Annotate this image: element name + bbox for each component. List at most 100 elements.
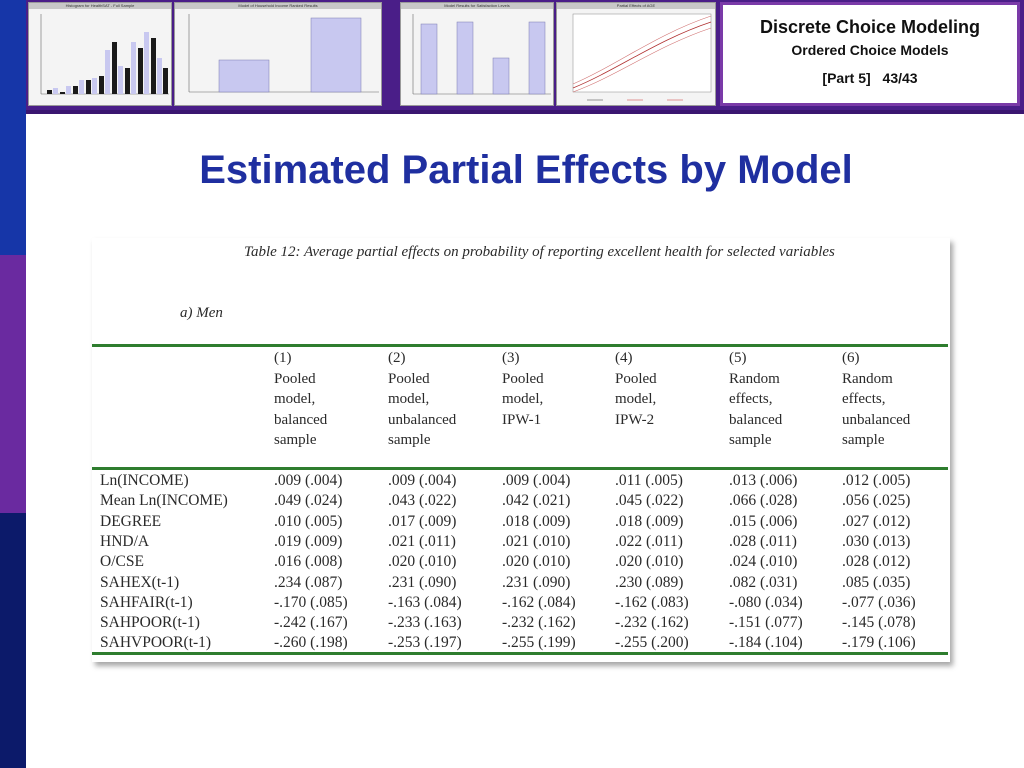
table-subcaption: a) Men	[180, 305, 223, 321]
left-bar-blue	[0, 0, 26, 255]
part-page-indicator: [Part 5] 43/43	[723, 70, 1017, 86]
row-label: DEGREE	[100, 512, 162, 530]
table-cell: -.151 (.077)	[729, 614, 803, 632]
table-cell: -.080 (.034)	[729, 593, 803, 611]
column-header-5: (5) Random effects, balanced sample	[729, 350, 783, 448]
table-cell: -.162 (.084)	[502, 593, 576, 611]
table-cell: -.077 (.036)	[842, 593, 916, 611]
thumbnail-satisfaction-bars: Model Results for Satisfaction Levels	[400, 2, 554, 106]
income-bar-chart	[188, 14, 379, 93]
table-cell: .019 (.009)	[274, 532, 343, 550]
table-cell: -.232 (.162)	[615, 614, 689, 632]
table-cell: .066 (.028)	[729, 492, 798, 510]
part-label: [Part 5]	[822, 70, 871, 86]
table-cell: .043 (.022)	[388, 492, 457, 510]
table-cell: .020 (.010)	[388, 553, 457, 571]
table-cell: -.232 (.162)	[502, 614, 576, 632]
table-cell: -.253 (.197)	[388, 634, 462, 652]
table-cell: -.179 (.106)	[842, 634, 916, 652]
table-cell: .028 (.012)	[842, 553, 911, 571]
table-cell: -.255 (.199)	[502, 634, 576, 652]
table-cell: .234 (.087)	[274, 573, 343, 591]
thumbnail-histogram: Histogram for HealthSAT - Full Sample	[28, 2, 172, 106]
thumbnail-partial-effects-curve: Partial Effects of AGE	[556, 2, 716, 106]
row-label: SAHPOOR(t-1)	[100, 614, 200, 632]
row-label: HND/A	[100, 532, 150, 550]
thumbnail-title: Partial Effects of AGE	[557, 3, 715, 9]
table-cell: -.242 (.167)	[274, 614, 348, 632]
table-cell: .021 (.010)	[502, 532, 571, 550]
column-header-1: (1) Pooled model, balanced sample	[274, 350, 328, 448]
table-cell: .016 (.008)	[274, 553, 343, 571]
bottom-rule	[92, 652, 948, 655]
table-cell: .085 (.035)	[842, 573, 911, 591]
course-title-box: Discrete Choice Modeling Ordered Choice …	[720, 2, 1020, 106]
header-rule	[92, 467, 948, 470]
table-cell: -.145 (.078)	[842, 614, 916, 632]
course-title: Discrete Choice Modeling	[759, 17, 981, 37]
table-cell: .042 (.021)	[502, 492, 571, 510]
table-cell: .018 (.009)	[502, 512, 571, 530]
table-cell: .020 (.010)	[502, 553, 571, 571]
table-cell: -.260 (.198)	[274, 634, 348, 652]
table-cell: .056 (.025)	[842, 492, 911, 510]
lecture-subtitle: Ordered Choice Models	[791, 42, 949, 58]
table-cell: .231 (.090)	[388, 573, 457, 591]
table-cell: .017 (.009)	[388, 512, 457, 530]
table-cell: -.163 (.084)	[388, 593, 462, 611]
partial-effects-line-chart	[572, 13, 712, 101]
table-cell: -.184 (.104)	[729, 634, 803, 652]
table-cell: .082 (.031)	[729, 573, 798, 591]
table-cell: .012 (.005)	[842, 472, 911, 489]
table-cell: .028 (.011)	[729, 532, 797, 550]
table-cell: .021 (.011)	[388, 532, 456, 550]
table-cell: .009 (.004)	[502, 472, 571, 489]
row-label: SAHVPOOR(t-1)	[100, 634, 212, 652]
column-header-4: (4) Pooled model, IPW-2	[615, 350, 657, 428]
header-strip: Histogram for HealthSAT - Full Sample	[26, 0, 1024, 110]
table-cell: .049 (.024)	[274, 492, 343, 510]
row-label: SAHFAIR(t-1)	[100, 593, 193, 611]
histogram-bars	[47, 32, 168, 94]
table-cell: .024 (.010)	[729, 553, 798, 571]
left-bar-navy	[0, 513, 26, 768]
table-cell: .009 (.004)	[274, 472, 343, 489]
slide-title: Estimated Partial Effects by Model	[199, 148, 853, 192]
thumbnail-income-bars: Model of Household Income Ranked Results	[174, 2, 382, 106]
row-label: O/CSE	[100, 553, 144, 571]
thumbnail-title: Model Results for Satisfaction Levels	[401, 3, 553, 9]
table-cell: .231 (.090)	[502, 573, 571, 591]
table-caption: Table 12: Average partial effects on pro…	[244, 244, 835, 260]
row-label: Ln(INCOME)	[100, 472, 189, 489]
table-cell: -.255 (.200)	[615, 634, 689, 652]
thumbnail-title: Histogram for HealthSAT - Full Sample	[29, 3, 171, 9]
header-divider	[26, 110, 1024, 114]
table-cell: .013 (.006)	[729, 472, 798, 489]
table-cell: -.170 (.085)	[274, 593, 348, 611]
table-cell: .018 (.009)	[615, 512, 684, 530]
table-cell: .022 (.011)	[615, 532, 683, 550]
table-cell: -.162 (.083)	[615, 593, 689, 611]
table-cell: .010 (.005)	[274, 512, 343, 530]
row-label: SAHEX(t-1)	[100, 573, 180, 591]
table-cell: -.233 (.163)	[388, 614, 462, 632]
table-cell: .009 (.004)	[388, 472, 457, 489]
row-label: Mean Ln(INCOME)	[100, 492, 228, 510]
table-cell: .011 (.005)	[615, 472, 683, 489]
table-cell: .015 (.006)	[729, 512, 798, 530]
table-cell: .020 (.010)	[615, 553, 684, 571]
table-cell: .027 (.012)	[842, 512, 911, 530]
histogram-chart	[40, 14, 169, 95]
left-accent-bar	[0, 0, 26, 768]
column-header-3: (3) Pooled model, IPW-1	[502, 350, 544, 428]
table-cell: .230 (.089)	[615, 573, 684, 591]
table-cell: .030 (.013)	[842, 532, 911, 550]
column-header-2: (2) Pooled model, unbalanced sample	[388, 350, 457, 448]
thumbnail-title: Model of Household Income Ranked Results	[175, 3, 381, 9]
column-header-6: (6) Random effects, unbalanced sample	[842, 350, 911, 448]
left-bar-purple	[0, 255, 26, 513]
top-rule	[92, 344, 948, 347]
table-cell: .045 (.022)	[615, 492, 684, 510]
satisfaction-bar-chart	[412, 14, 551, 95]
partial-effects-table: Table 12: Average partial effects on pro…	[92, 238, 950, 662]
